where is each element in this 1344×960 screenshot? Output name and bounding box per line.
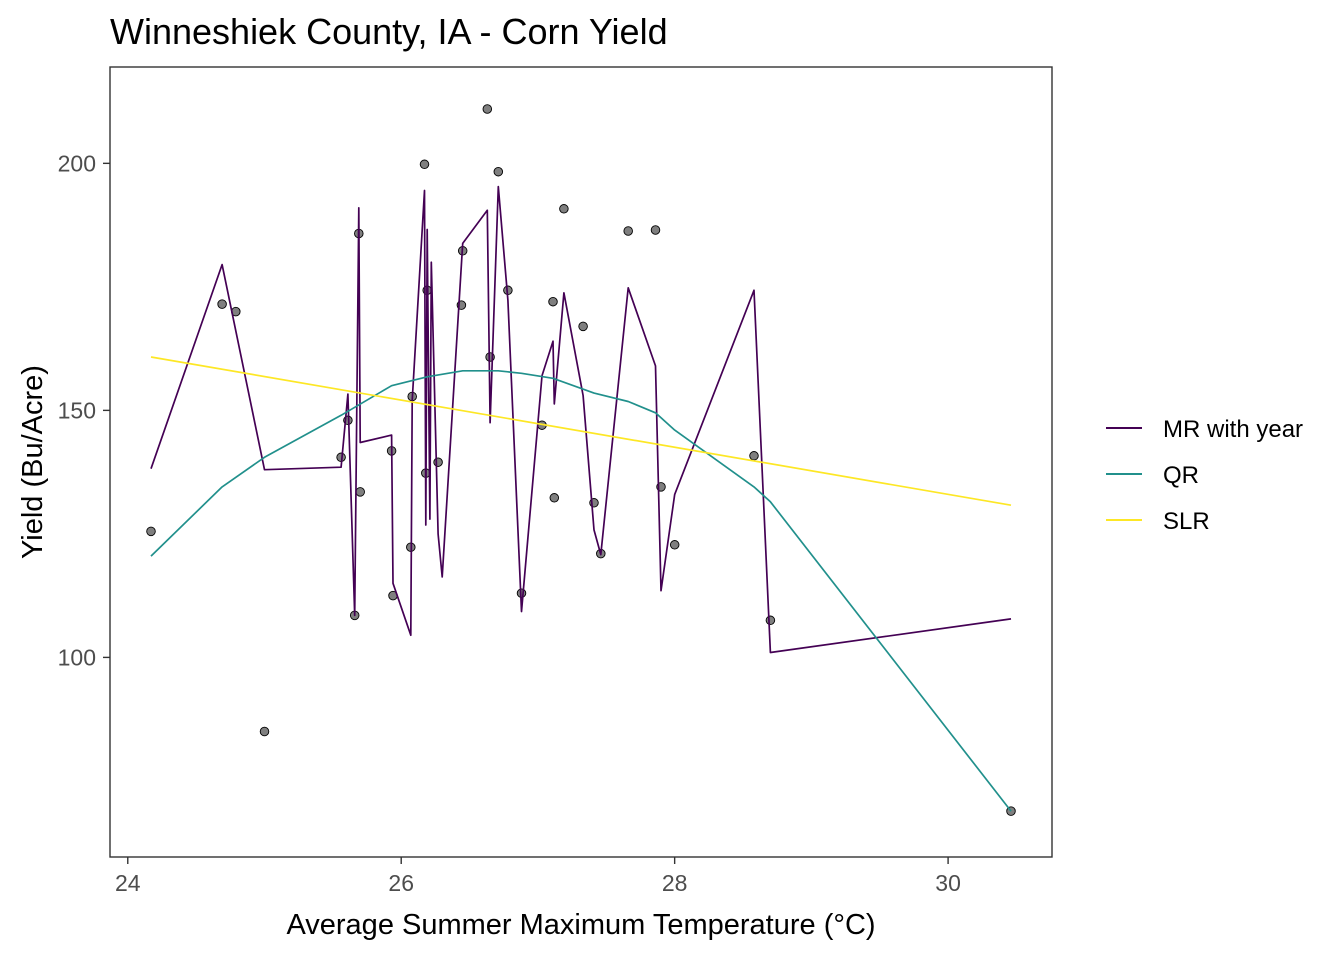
x-axis-title: Average Summer Maximum Temperature (°C)	[286, 909, 875, 941]
data-point-36	[765, 615, 776, 626]
y-axis-title: Yield (Bu/Acre)	[17, 365, 49, 559]
data-point-27	[559, 204, 569, 214]
data-point-1	[217, 299, 227, 309]
plot-data	[146, 104, 1016, 816]
data-point-13	[419, 159, 430, 170]
plot-panel-border	[109, 66, 1053, 858]
series-line-mr-with-year	[150, 185, 1012, 654]
x-tick-label: 26	[388, 870, 414, 896]
data-point-32	[650, 225, 661, 235]
legend: MR with year QR SLR	[1106, 416, 1303, 535]
data-point-34	[669, 540, 680, 550]
legend-label: MR with year	[1163, 416, 1303, 443]
data-point-8	[355, 487, 365, 497]
series-line-qr	[150, 369, 1012, 812]
series-line-slr	[150, 356, 1012, 507]
y-tick-label: 150	[58, 397, 96, 423]
x-tick-label: 24	[115, 870, 141, 896]
data-point-21	[493, 166, 504, 177]
data-point-25	[548, 296, 558, 307]
legend-label: QR	[1163, 462, 1199, 489]
axes: 24 26 28 30 100 150 200	[58, 150, 961, 896]
y-tick-label: 200	[58, 150, 96, 176]
x-tick-label: 28	[662, 870, 688, 896]
chart-title: Winneshiek County, IA - Corn Yield	[110, 11, 668, 52]
data-point-3	[259, 726, 270, 737]
data-point-31	[623, 226, 633, 236]
data-point-16	[433, 457, 443, 467]
data-point-0	[146, 526, 156, 537]
data-point-19	[482, 104, 493, 114]
data-point-26	[549, 493, 560, 503]
data-point-35	[749, 451, 759, 461]
y-tick-label: 100	[58, 644, 96, 670]
x-tick-label: 30	[935, 870, 961, 896]
data-point-28	[578, 321, 588, 332]
legend-label: SLR	[1163, 508, 1210, 535]
